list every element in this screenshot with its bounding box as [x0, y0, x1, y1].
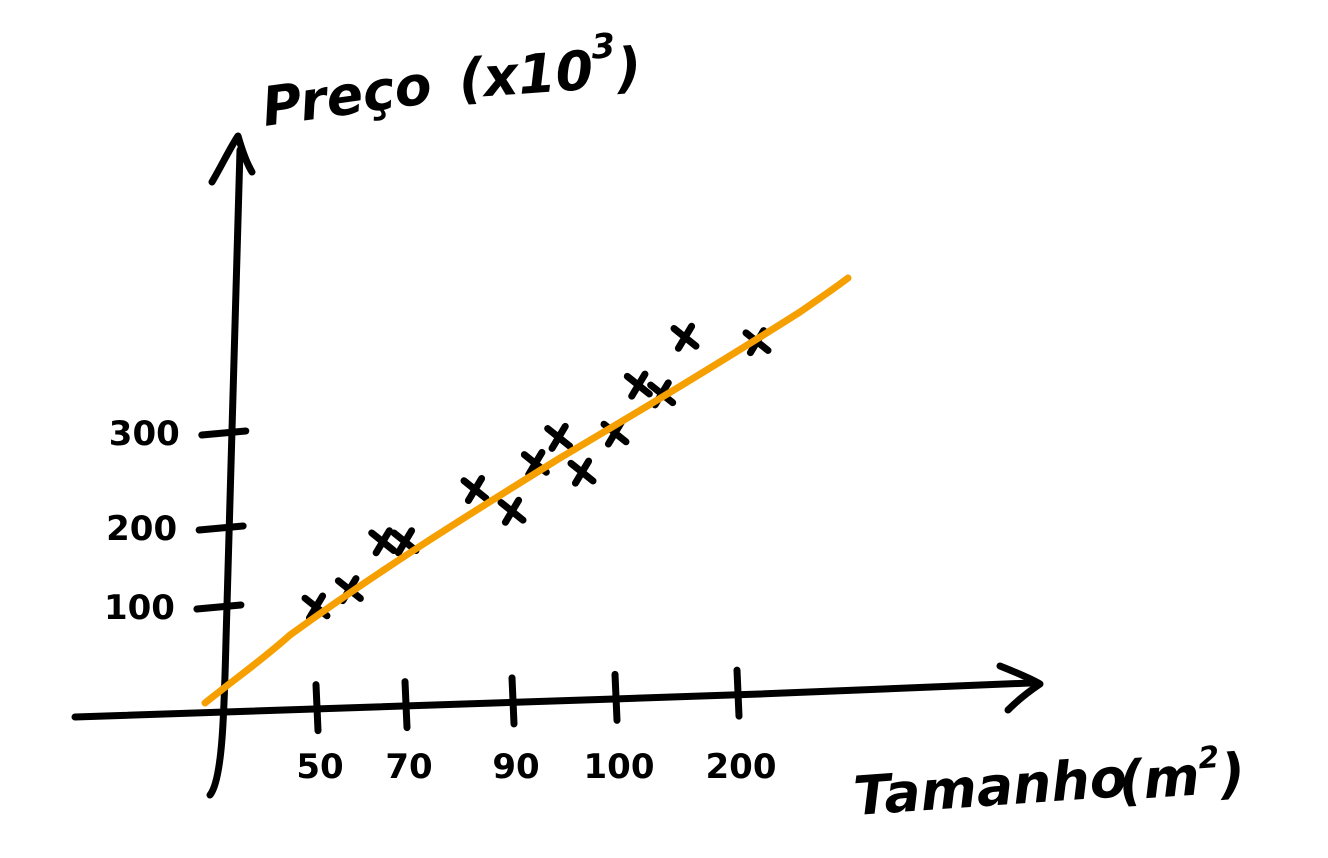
- y-axis-line: [206, 146, 244, 799]
- y-axis-arrow: [208, 132, 256, 186]
- y-axis-unit: (x103): [456, 24, 644, 111]
- data-point-marker: [544, 422, 574, 452]
- x-tick-mark: [611, 670, 621, 724]
- x-tick-label: 50: [296, 747, 343, 787]
- data-point-marker: [460, 475, 490, 505]
- x-axis-unit-base: (m: [1117, 744, 1202, 812]
- data-point-marker: [670, 322, 700, 352]
- y-tick-label: 200: [106, 509, 177, 549]
- y-tick-mark: [198, 427, 250, 439]
- x-tick-label: 90: [492, 747, 539, 787]
- y-axis-label: Preço: [258, 53, 435, 139]
- y-tick-mark: [195, 522, 247, 534]
- y-tick-label: 300: [109, 414, 180, 454]
- x-tick-label: 100: [584, 747, 655, 787]
- x-axis-unit: (m2): [1116, 738, 1247, 813]
- data-point-marker: [567, 457, 597, 487]
- y-axis-unit-close: ): [612, 35, 643, 100]
- x-axis-line: [71, 679, 1034, 721]
- y-axis-unit-exponent: 3: [590, 26, 616, 68]
- data-point-marker: [623, 370, 653, 400]
- x-tick-mark: [401, 678, 411, 732]
- x-tick-mark: [508, 674, 518, 728]
- x-tick-label: 70: [385, 747, 432, 787]
- x-axis-unit-exponent: 2: [1197, 740, 1220, 776]
- data-point-marker: [497, 496, 527, 526]
- y-tick-mark: [193, 601, 245, 613]
- y-axis-unit-base: (x10: [457, 39, 596, 111]
- data-point-marker: [368, 527, 398, 557]
- trend-line: [201, 274, 852, 707]
- x-tick-mark: [733, 666, 743, 720]
- x-axis-label: Tamanho: [852, 746, 1129, 828]
- x-axis-unit-close: ): [1216, 741, 1247, 806]
- x-axis-arrow: [996, 662, 1044, 714]
- x-tick-mark: [312, 681, 322, 735]
- x-tick-label: 200: [706, 747, 777, 787]
- y-tick-label: 100: [104, 588, 175, 628]
